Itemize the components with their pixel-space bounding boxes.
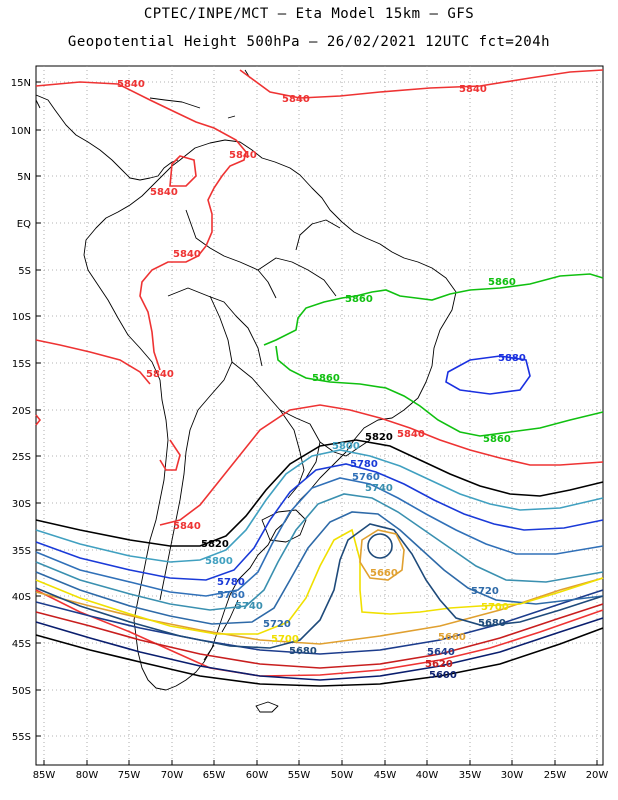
- contour-label-5840: 5840: [459, 84, 487, 95]
- contour-label-5860: 5860: [312, 373, 340, 384]
- contour-label-5740: 5740: [235, 601, 263, 612]
- lat-label: 10S: [12, 312, 31, 323]
- lon-label: 45W: [374, 770, 397, 781]
- contour-label-5860: 5860: [345, 294, 373, 305]
- contour-label-5860: 5860: [483, 434, 511, 445]
- contour-label-5760: 5760: [217, 590, 245, 601]
- contour-label-5840: 5840: [282, 94, 310, 105]
- lon-label: 50W: [331, 770, 354, 781]
- contour-label-5800: 5800: [205, 556, 233, 567]
- contour-label-5820: 5820: [365, 432, 393, 443]
- contour-label-5780: 5780: [217, 577, 245, 588]
- contour-label-5720: 5720: [263, 619, 291, 630]
- contour-label-5840: 5840: [229, 150, 257, 161]
- lat-label: 35S: [12, 546, 31, 557]
- coastline: [35, 69, 457, 713]
- lon-label: 40W: [416, 770, 439, 781]
- contour-label-5740: 5740: [365, 483, 393, 494]
- contour-labels: 5840 5840 5840 5840 5840 5840 5840 5840 …: [117, 79, 526, 681]
- lat-label: 10N: [11, 126, 31, 137]
- lon-label: 30W: [501, 770, 524, 781]
- lat-label: 15S: [12, 359, 31, 370]
- lon-label: 70W: [161, 770, 184, 781]
- lon-label: 80W: [76, 770, 99, 781]
- contour-label-5760: 5760: [352, 472, 380, 483]
- tick-marks: [36, 81, 598, 765]
- lat-label: 5N: [17, 172, 31, 183]
- contour-label-5600: 5600: [429, 670, 457, 681]
- latitude-labels: 15N 10N 5N EQ 5S 10S 15S 20S 25S 30S 35S…: [11, 78, 31, 743]
- contour-label-5840: 5840: [173, 249, 201, 260]
- lon-label: 35W: [459, 770, 482, 781]
- lat-label: 20S: [12, 406, 31, 417]
- contour-label-5880: 5880: [498, 353, 526, 364]
- contour-label-5840: 5840: [397, 429, 425, 440]
- lat-label: 5S: [18, 266, 31, 277]
- contour-label-5700: 5700: [271, 634, 299, 645]
- lat-label: 55S: [12, 732, 31, 743]
- contour-label-5780: 5780: [350, 459, 378, 470]
- contour-label-5820: 5820: [201, 539, 229, 550]
- contour-label-5660: 5660: [438, 632, 466, 643]
- contour-label-5800: 5800: [332, 441, 360, 452]
- lon-label: 65W: [203, 770, 226, 781]
- lat-label: 15N: [11, 78, 31, 89]
- contour-label-5620: 5620: [425, 659, 453, 670]
- contour-label-5680: 5680: [478, 618, 506, 629]
- graticule: [36, 66, 603, 765]
- contour-label-5680: 5680: [289, 646, 317, 657]
- contour-label-5860: 5860: [488, 277, 516, 288]
- lon-label: 75W: [118, 770, 141, 781]
- contour-label-5840: 5840: [117, 79, 145, 90]
- contour-label-5640: 5640: [427, 647, 455, 658]
- lon-label: 20W: [586, 770, 609, 781]
- lat-label: 50S: [12, 686, 31, 697]
- map-frame: [35, 65, 604, 766]
- contour-label-5720: 5720: [471, 586, 499, 597]
- lon-label: 85W: [33, 770, 56, 781]
- lon-label: 60W: [246, 770, 269, 781]
- height-contours: [35, 69, 604, 687]
- longitude-labels: 85W 80W 75W 70W 65W 60W 55W 50W 45W 40W …: [33, 770, 609, 781]
- map-title-line1: CPTEC/INPE/MCT – Eta Model 15km – GFS: [143, 6, 475, 22]
- lat-label: 30S: [12, 499, 31, 510]
- contour-label-5840: 5840: [173, 521, 201, 532]
- map-title-line2: Geopotential Height 500hPa – 26/02/2021 …: [67, 34, 551, 50]
- contour-label-5700: 5700: [481, 602, 509, 613]
- contour-label-5840: 5840: [150, 187, 178, 198]
- lat-label: 25S: [12, 452, 31, 463]
- contour-label-5660: 5660: [370, 568, 398, 579]
- contour-label-5840: 5840: [146, 369, 174, 380]
- lat-label: EQ: [17, 219, 31, 230]
- lon-label: 25W: [544, 770, 567, 781]
- lon-label: 55W: [288, 770, 311, 781]
- lat-label: 45S: [12, 639, 31, 650]
- lat-label: 40S: [12, 592, 31, 603]
